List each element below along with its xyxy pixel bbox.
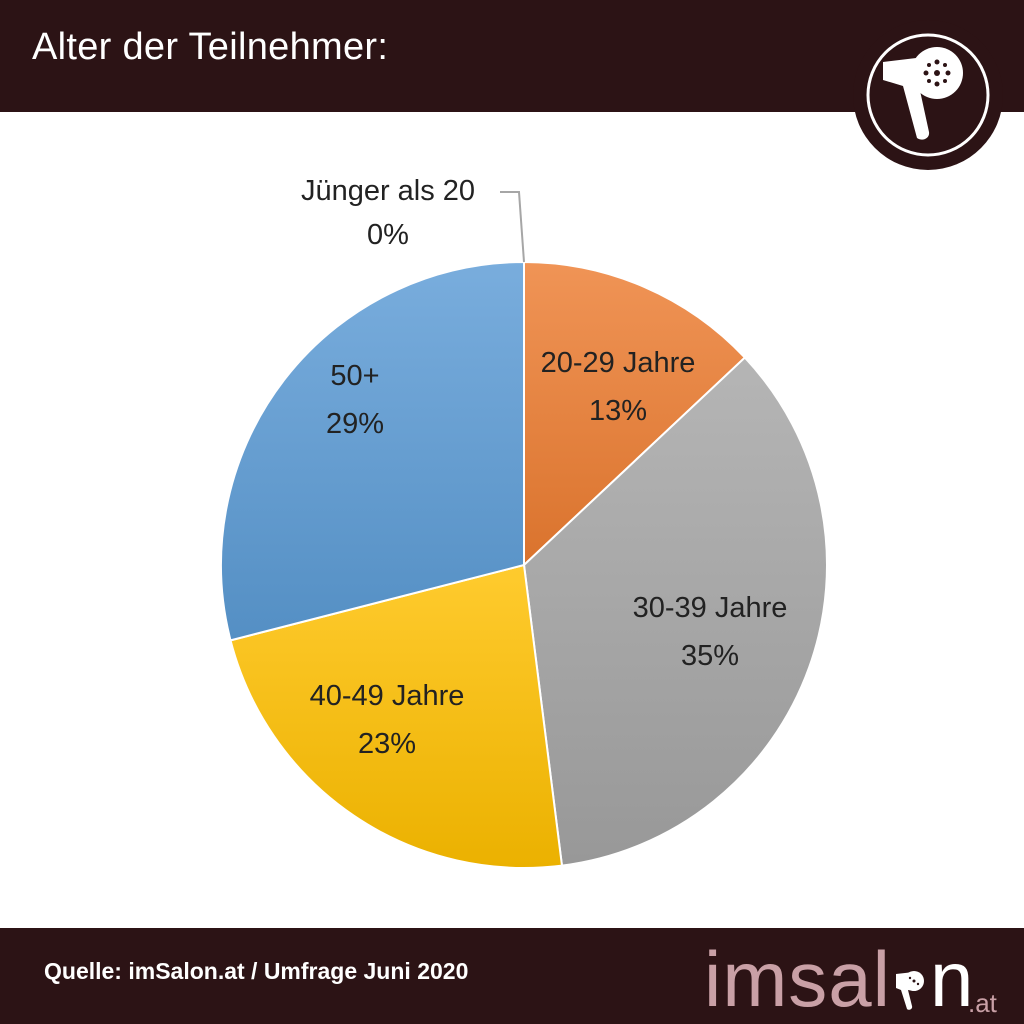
pie-slice-50- [220, 260, 525, 642]
slice-label: 50+ [330, 360, 379, 392]
slice-value-label: 35% [681, 640, 739, 672]
brand-name-text: imsal [704, 935, 891, 1018]
leader-line [500, 191, 525, 263]
slice-value-label: 13% [589, 395, 647, 427]
pie-slice-30-39-jahre [522, 356, 828, 867]
brand-tld-text: .at [968, 988, 998, 1018]
brand-o-text: n [930, 935, 973, 1018]
hair-dryer-icon [853, 20, 1003, 170]
page-title: Alter der Teilnehmer: [32, 26, 389, 68]
pie-chart: 20-29 Jahre 13% 30-39 Jahre 35% 40-49 Jahre 2… [0, 112, 1024, 928]
brand-logo: imsal n .at [700, 934, 1010, 1018]
header-bar: Alter der Teilnehmer: [0, 0, 1024, 112]
slice-label: 40-49 Jahre [310, 680, 465, 712]
pie-slice-40-49-jahre [229, 563, 564, 869]
hair-dryer-icon [896, 971, 924, 1010]
footer-bar: Quelle: imSalon.at / Umfrage Juni 2020 i… [0, 928, 1024, 1024]
slice-label: 20-29 Jahre [541, 347, 696, 379]
pie-slice-20-29-jahre [523, 260, 747, 568]
slice-value-label: 23% [358, 728, 416, 760]
slice-label: Jünger als 20 [301, 175, 475, 207]
slice-value-label: 0% [367, 219, 409, 251]
source-text: Quelle: imSalon.at / Umfrage Juni 2020 [44, 958, 469, 984]
slice-label: 30-39 Jahre [633, 592, 788, 624]
slice-value-label: 29% [326, 408, 384, 440]
